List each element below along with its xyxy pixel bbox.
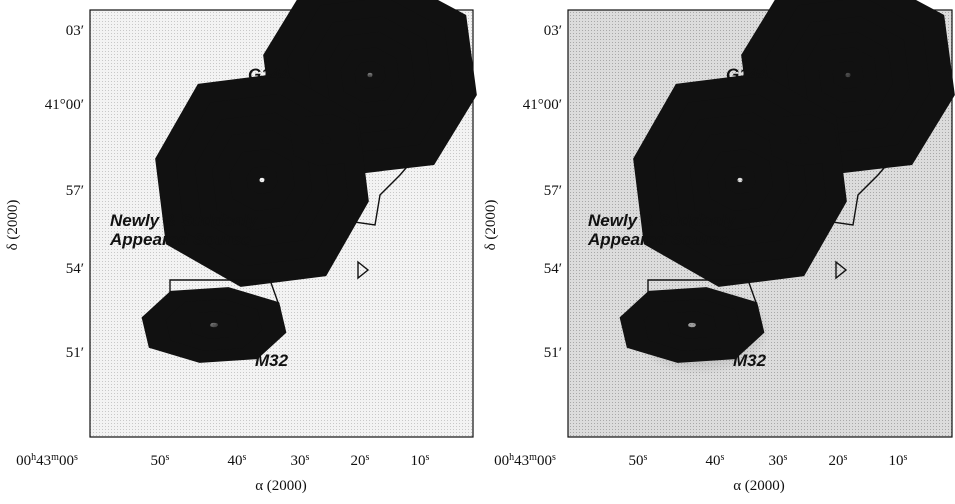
annotation: Newly & Suddenly bbox=[110, 211, 259, 230]
tick-text: 30 bbox=[769, 453, 784, 469]
y-tick-label: 03′ bbox=[544, 23, 562, 39]
x-tick-label: 10s bbox=[889, 452, 908, 470]
x-tick-label: 20s bbox=[829, 452, 848, 470]
tick-text: 43 bbox=[36, 453, 51, 469]
tick-text: 20 bbox=[829, 453, 844, 469]
tick-superscript: s bbox=[74, 452, 78, 463]
x-tick-label: 00h43m00s bbox=[494, 452, 556, 470]
tick-superscript: s bbox=[784, 452, 788, 463]
y-tick-label: 57′ bbox=[66, 183, 84, 199]
figure: 03′41°00′57′54′51′00h43m00s50s40s30s20s1… bbox=[0, 0, 955, 499]
x-tick-label: 40s bbox=[706, 452, 725, 470]
y-tick-label: 54′ bbox=[544, 261, 562, 277]
y-tick-label: 41°00′ bbox=[45, 97, 84, 113]
annotation: Appeared Source bbox=[587, 230, 729, 249]
y-axis-label: δ (2000) bbox=[5, 200, 21, 251]
x-tick-label: 50s bbox=[629, 452, 648, 470]
x-tick-label: 50s bbox=[151, 452, 170, 470]
annotation: G144 bbox=[248, 65, 290, 84]
y-tick-label: 54′ bbox=[66, 261, 84, 277]
tick-text: 40 bbox=[706, 453, 721, 469]
x-tick-label: 40s bbox=[228, 452, 247, 470]
tick-superscript: s bbox=[366, 452, 370, 463]
y-tick-label: 51′ bbox=[544, 345, 562, 361]
tick-text: 10 bbox=[411, 453, 426, 469]
x-axis-label: α (2000) bbox=[733, 478, 785, 494]
y-tick-label: 51′ bbox=[66, 345, 84, 361]
x-tick-label: 20s bbox=[351, 452, 370, 470]
tick-text: 43 bbox=[514, 453, 529, 469]
tick-superscript: s bbox=[644, 452, 648, 463]
tick-superscript: s bbox=[243, 452, 247, 463]
tick-superscript: s bbox=[426, 452, 430, 463]
tick-text: 00 bbox=[494, 453, 509, 469]
x-tick-label: 30s bbox=[769, 452, 788, 470]
y-tick-label: 03′ bbox=[66, 23, 84, 39]
y-tick-label: 41°00′ bbox=[523, 97, 562, 113]
tick-text: 50 bbox=[151, 453, 166, 469]
tick-text: 00 bbox=[16, 453, 31, 469]
x-tick-label: 00h43m00s bbox=[16, 452, 78, 470]
tick-text: 00 bbox=[537, 453, 552, 469]
tick-superscript: s bbox=[721, 452, 725, 463]
tick-text: 50 bbox=[629, 453, 644, 469]
x-tick-label: 30s bbox=[291, 452, 310, 470]
tick-superscript: s bbox=[904, 452, 908, 463]
tick-text: 40 bbox=[228, 453, 243, 469]
y-axis-label: δ (2000) bbox=[483, 200, 499, 251]
x-axis-label: α (2000) bbox=[255, 478, 307, 494]
tick-text: 30 bbox=[291, 453, 306, 469]
annotation: G144 bbox=[726, 65, 768, 84]
annotation: M32 bbox=[733, 351, 767, 370]
annotation: Newly & Suddenly bbox=[588, 211, 737, 230]
annotation: M32 bbox=[255, 351, 289, 370]
tick-superscript: s bbox=[306, 452, 310, 463]
annotation: Appeared Source bbox=[109, 230, 251, 249]
tick-superscript: s bbox=[552, 452, 556, 463]
tick-text: 10 bbox=[889, 453, 904, 469]
x-tick-label: 10s bbox=[411, 452, 430, 470]
tick-text: 20 bbox=[351, 453, 366, 469]
tick-superscript: s bbox=[166, 452, 170, 463]
y-tick-label: 57′ bbox=[544, 183, 562, 199]
tick-superscript: s bbox=[844, 452, 848, 463]
tick-text: 00 bbox=[59, 453, 74, 469]
